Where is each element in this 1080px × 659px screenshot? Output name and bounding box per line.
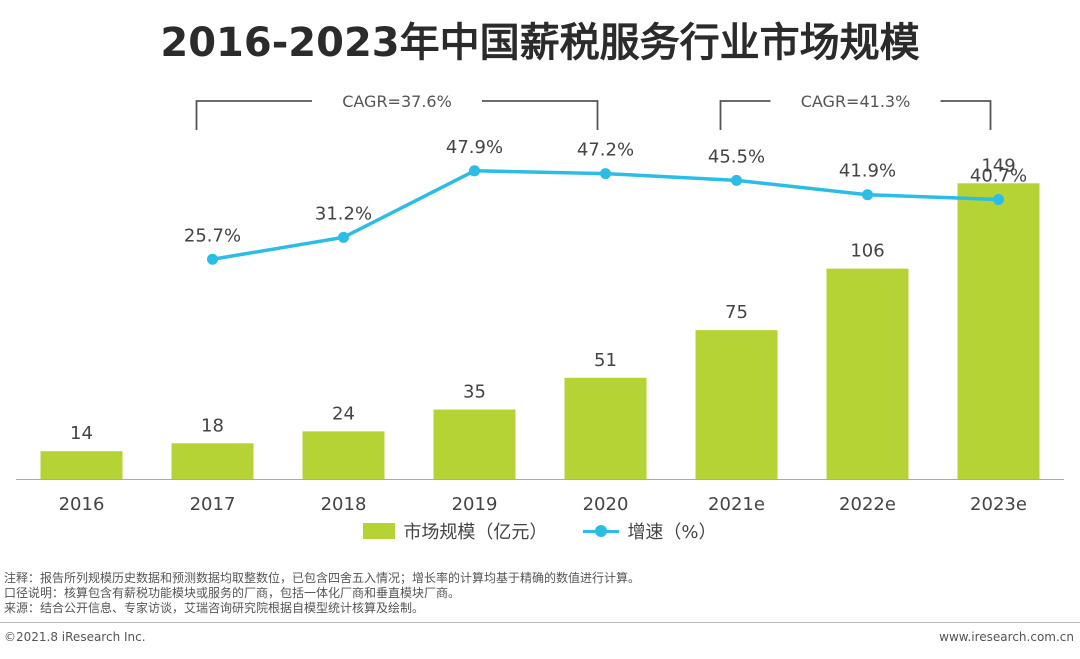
- growth-rate-label-2019: 47.9%: [446, 137, 503, 158]
- bar-value-label-2020: 51: [594, 350, 617, 371]
- bar-2020: [564, 377, 647, 479]
- bar-2017: [171, 443, 254, 479]
- x-tick-label-2019: 2019: [452, 494, 498, 515]
- footer-divider: [0, 622, 1080, 623]
- bar-value-label-2017: 18: [201, 415, 224, 436]
- growth-point-2022e: [862, 189, 873, 201]
- growth-point-2023e: [993, 194, 1004, 206]
- note-scope: 口径说明：核算包含有薪税功能模块或服务的厂商，包括一体化厂商和垂直模块厂商。: [4, 586, 461, 600]
- bar-value-label-2021e: 75: [725, 302, 748, 323]
- x-tick-label-2018: 2018: [321, 494, 367, 515]
- growth-rate-label-2022e: 41.9%: [839, 161, 896, 182]
- note-annotation: 注释：报告所列规模历史数据和预测数据均取整数位，已包含四舍五入情况；增长率的计算…: [4, 571, 641, 585]
- chart-title: 2016-2023年中国薪税服务行业市场规模: [160, 20, 920, 66]
- growth-point-2020: [600, 168, 611, 180]
- footer-copyright: ©2021.8 iResearch Inc.: [4, 630, 146, 644]
- x-tick-label-2023e: 2023e: [970, 494, 1027, 515]
- growth-rate-label-2023e: 40.7%: [970, 166, 1027, 187]
- bar-2021e: [695, 330, 778, 479]
- growth-point-2017: [207, 253, 218, 265]
- bar-value-label-2019: 35: [463, 382, 486, 403]
- growth-rate-label-2021e: 45.5%: [708, 146, 765, 167]
- legend-bar-label: 市场规模（亿元）: [403, 522, 548, 543]
- bar-value-label-2023e: 149: [981, 155, 1015, 176]
- cagr-bracket-2: [719, 100, 992, 130]
- note-source: 来源：结合公开信息、专家访谈，艾瑞咨询研究院根据自模型统计核算及绘制。: [4, 601, 425, 615]
- bar-value-label-2022e: 106: [850, 241, 884, 262]
- x-tick-label-2017: 2017: [190, 494, 236, 515]
- bar-2018: [302, 431, 385, 479]
- bar-2019: [433, 409, 516, 479]
- legend-bar-swatch: [363, 523, 396, 539]
- x-tick-label-2020: 2020: [583, 494, 629, 515]
- bar-value-label-2018: 24: [332, 403, 355, 424]
- bar-value-label-2016: 14: [70, 423, 93, 444]
- x-tick-label-2022e: 2022e: [839, 494, 896, 515]
- legend: 市场规模（亿元） 增速（%）: [0, 516, 1080, 546]
- x-tick-label-2016: 2016: [59, 494, 105, 515]
- legend-line-swatch: [583, 523, 620, 539]
- growth-rate-label-2020: 47.2%: [577, 140, 634, 161]
- bar-2022e: [826, 268, 909, 479]
- bar-2023e: [957, 183, 1040, 479]
- cagr-label-1: CAGR=37.6%: [342, 92, 452, 111]
- cagr-bracket-1: [195, 100, 599, 130]
- cagr-label-2: CAGR=41.3%: [801, 92, 911, 111]
- growth-point-2021e: [731, 174, 742, 186]
- bar-2016: [40, 451, 123, 479]
- legend-item-growth-rate[interactable]: 增速（%）: [583, 518, 717, 544]
- growth-point-2018: [338, 231, 349, 243]
- x-tick-label-2021e: 2021e: [708, 494, 765, 515]
- growth-point-2019: [469, 165, 480, 177]
- chart-notes: 注释：报告所列规模历史数据和预测数据均取整数位，已包含四舍五入情况；增长率的计算…: [4, 571, 640, 616]
- footer-website[interactable]: www.iresearch.com.cn: [939, 630, 1074, 644]
- chart-area: 14 2016 18 2017 24 2018 35 2019 51 2020 75 2021e 106…: [16, 92, 1064, 515]
- legend-line-label: 增速（%）: [627, 522, 717, 543]
- growth-rate-label-2018: 31.2%: [315, 203, 372, 224]
- growth-rate-label-2017: 25.7%: [184, 225, 241, 246]
- legend-item-market-size[interactable]: 市场规模（亿元）: [363, 518, 547, 544]
